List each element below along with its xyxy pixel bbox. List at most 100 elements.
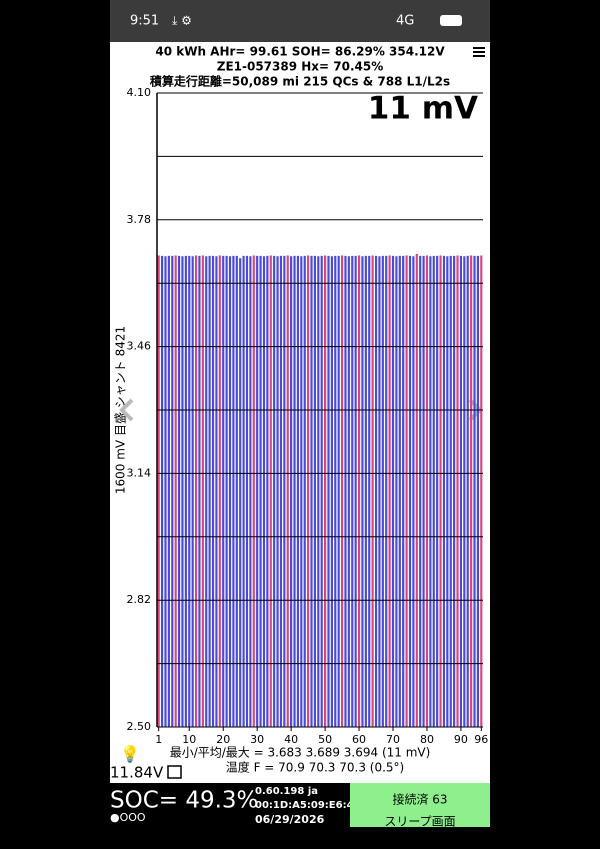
bar xyxy=(313,255,316,727)
bar xyxy=(293,255,296,727)
bar xyxy=(324,255,327,727)
bar xyxy=(439,255,442,727)
header-line: ZE1-057389 Hx= 70.45% xyxy=(217,60,384,74)
status-bar xyxy=(110,0,490,42)
bar xyxy=(256,255,259,727)
bar xyxy=(337,255,340,727)
bar xyxy=(194,255,198,727)
bar xyxy=(470,255,473,727)
bar xyxy=(259,255,262,727)
x-tick-label: 80 xyxy=(420,733,434,746)
bar xyxy=(415,253,418,727)
bar xyxy=(307,255,310,727)
status-icons: ⤓ ⚙ xyxy=(172,14,192,28)
bar xyxy=(252,255,255,727)
bar xyxy=(245,255,249,727)
battery-icon xyxy=(440,15,462,26)
bar xyxy=(191,256,194,727)
aux-voltage: 11.84V xyxy=(110,764,164,782)
bar xyxy=(167,255,170,727)
soc: SOC= 49.3% xyxy=(110,788,258,814)
bar xyxy=(198,255,201,727)
bar xyxy=(232,255,235,727)
cell-stats: 最小/平均/最大 = 3.683 3.689 3.694 (11 mV) xyxy=(170,746,431,760)
header-line: 積算走行距離=50,089 mi 215 QCs & 788 L1/L2s xyxy=(149,74,450,89)
bar xyxy=(262,256,266,727)
bar xyxy=(205,256,208,727)
status-button[interactable] xyxy=(350,783,490,827)
bar xyxy=(374,255,378,727)
bar xyxy=(463,256,466,727)
bar xyxy=(184,255,187,727)
bar xyxy=(354,255,357,727)
bar xyxy=(239,258,242,727)
bar xyxy=(317,256,320,727)
bar xyxy=(368,255,371,727)
bar xyxy=(446,256,449,727)
menu-bar xyxy=(473,47,485,49)
bar xyxy=(276,256,279,727)
bar xyxy=(459,255,463,727)
bar xyxy=(296,255,300,727)
bar xyxy=(174,255,177,727)
bar xyxy=(453,255,456,727)
bar xyxy=(398,255,401,727)
bar xyxy=(188,255,191,727)
date: 06/29/2026 xyxy=(255,813,325,826)
bar xyxy=(242,255,245,727)
bar xyxy=(412,256,415,727)
y-tick-label: 3.78 xyxy=(127,213,152,226)
version: 0.60.198 ja xyxy=(255,786,318,797)
x-tick-label: 96 xyxy=(474,733,488,746)
bar xyxy=(371,255,374,727)
x-tick-label: 10 xyxy=(182,733,196,746)
bar xyxy=(419,255,422,727)
bar xyxy=(161,255,164,727)
bar xyxy=(480,255,483,727)
bar xyxy=(347,256,350,727)
bar xyxy=(395,256,398,727)
y-tick-label: 3.14 xyxy=(127,466,152,479)
status-network: 4G xyxy=(396,14,414,29)
bar xyxy=(320,255,323,727)
bar xyxy=(273,255,276,727)
bar xyxy=(222,255,225,727)
header-line: 40 kWh AHr= 99.61 SOH= 86.29% 354.12V xyxy=(155,45,445,59)
bar xyxy=(330,256,333,727)
bar xyxy=(171,255,174,727)
bar xyxy=(381,255,384,727)
status-button-label: 接続済 63 xyxy=(392,792,447,807)
bar xyxy=(208,255,211,727)
bar xyxy=(215,256,218,727)
menu-bar xyxy=(473,55,485,57)
bar xyxy=(181,256,184,727)
bar xyxy=(249,256,252,727)
bar xyxy=(378,256,381,727)
bar xyxy=(310,255,313,727)
bar xyxy=(218,255,221,727)
bar xyxy=(334,255,337,727)
temp-stats: 温度 F = 70.9 70.3 70.3 (0.5°) xyxy=(226,760,404,775)
calendar-icon[interactable] xyxy=(167,765,182,779)
bar xyxy=(476,255,479,727)
bar xyxy=(466,255,469,727)
bar xyxy=(361,256,364,727)
bar xyxy=(442,255,446,727)
nav-prev[interactable] xyxy=(119,398,134,422)
bar xyxy=(340,255,344,727)
bar xyxy=(357,255,361,727)
menu-icon[interactable] xyxy=(473,47,485,57)
menu-bar xyxy=(473,51,485,53)
bar xyxy=(225,255,228,727)
bar xyxy=(228,256,232,727)
y-tick-label: 2.82 xyxy=(127,593,152,606)
x-tick-label: 60 xyxy=(352,733,366,746)
status-button-sub: スリープ画面 xyxy=(384,815,455,829)
bar xyxy=(269,255,272,727)
bar xyxy=(164,256,167,727)
bar xyxy=(266,255,269,727)
bar xyxy=(235,255,238,727)
bar xyxy=(303,255,306,727)
bulb-icon[interactable]: 💡 xyxy=(120,745,140,764)
